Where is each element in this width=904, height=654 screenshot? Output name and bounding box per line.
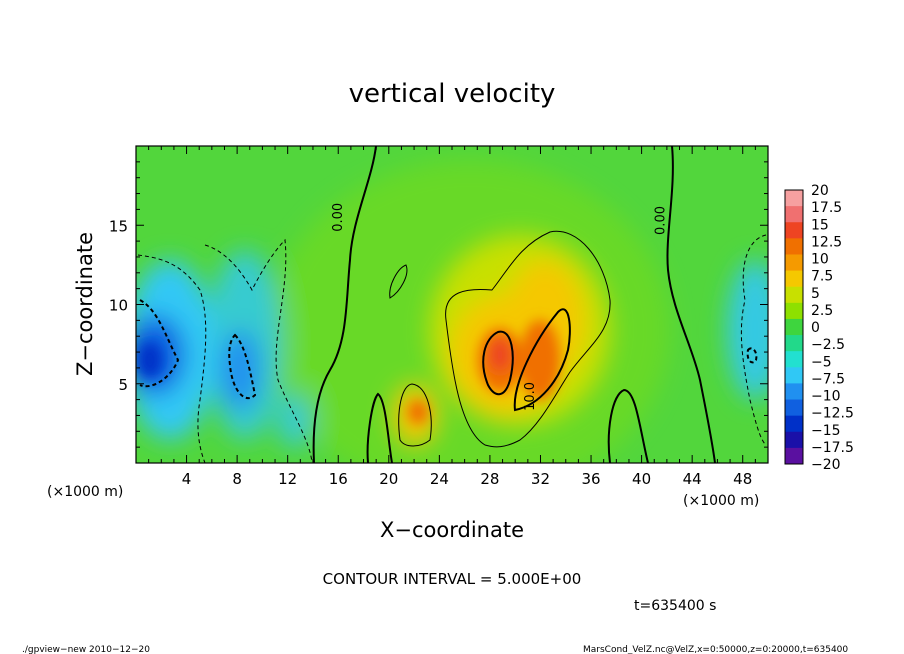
- contour-labels: 0.00 0.00 10.0: [331, 203, 668, 411]
- colorbar-label: 15: [811, 217, 829, 233]
- zero-contour-small-1: [366, 392, 393, 463]
- colorbar-swatch: [785, 399, 803, 417]
- x-tick-label: 32: [531, 470, 550, 488]
- colorbar-frame: [784, 189, 804, 465]
- colorbar-swatch: [785, 318, 803, 336]
- colorbar-label: −2.5: [811, 337, 845, 353]
- colorbar-swatch: [785, 270, 803, 288]
- colorbar-swatch: [785, 254, 803, 272]
- colorbar-swatch: [785, 415, 803, 433]
- footer-left: ./gpview−new 2010−12−20: [22, 645, 150, 654]
- x-tick-label: 40: [632, 470, 651, 488]
- field-shading: [136, 160, 768, 463]
- colorbar-swatch: [785, 383, 803, 401]
- plot-area: [136, 146, 768, 463]
- colorbar-label: 17.5: [811, 200, 842, 216]
- x-axis-label: X−coordinate: [380, 518, 524, 542]
- x-tick-label: 8: [232, 470, 242, 488]
- contour-label: 0.00: [653, 206, 668, 235]
- colorbar-label: 10: [811, 252, 829, 268]
- x-unit-right: (×1000 m): [683, 493, 759, 509]
- x-tick-label: 20: [379, 470, 398, 488]
- contour-10-a: [482, 330, 514, 396]
- x-tick-label: 28: [480, 470, 499, 488]
- colorbar-label: 5: [811, 286, 820, 302]
- contour-neg-10-center: [228, 333, 257, 400]
- colorbar-swatch: [785, 431, 803, 449]
- x-axis: 4 8 12 16 20 24 28 32 36 40 44 48: [148, 146, 756, 488]
- colorbar-swatch: [785, 238, 803, 255]
- contour-5-main: [445, 230, 611, 448]
- colorbar-label: −17.5: [811, 440, 854, 456]
- colorbar-label: 12.5: [811, 234, 842, 250]
- colorbar-label: −5: [811, 354, 832, 370]
- colorbar-label: −12.5: [811, 406, 854, 422]
- colorbar-label: 2.5: [811, 303, 833, 319]
- contour-label: 10.0: [523, 382, 538, 411]
- colorbar-label: −7.5: [811, 371, 845, 387]
- x-tick-label: 48: [733, 470, 752, 488]
- x-tick-label: 12: [278, 470, 297, 488]
- contour-neg-10-right: [746, 347, 758, 364]
- y-axis-label: Z−coordinate: [73, 232, 97, 376]
- x-tick-label: 36: [581, 470, 600, 488]
- chart-title: vertical velocity: [349, 79, 556, 109]
- zero-contour-small-2: [607, 388, 649, 463]
- colorbar-label: 0: [811, 320, 820, 336]
- contour-neg-5-left: [137, 254, 207, 463]
- footer-right: MarsCond_VelZ.nc@VelZ,x=0:50000,z=0:2000…: [583, 645, 848, 654]
- colorbar-label: 7.5: [811, 269, 833, 285]
- contour-neg-5-center: [204, 238, 313, 463]
- contour-lines: [137, 146, 767, 463]
- y-tick-label: 15: [109, 217, 128, 235]
- zero-contour-left: [312, 146, 377, 463]
- contour-label: 0.00: [331, 203, 346, 232]
- y-tick-label: 5: [118, 376, 128, 394]
- y-tick-label: 10: [109, 297, 128, 315]
- contour-5-isolated: [389, 264, 408, 299]
- zero-contour-right: [666, 146, 716, 463]
- contour-interval: CONTOUR INTERVAL = 5.000E+00: [323, 570, 582, 588]
- colorbar-swatch: [785, 351, 803, 368]
- x-tick-label: 24: [430, 470, 449, 488]
- colorbar-label: −15: [811, 423, 841, 439]
- contour-10-b: [513, 308, 571, 412]
- contour-neg-10-left: [139, 299, 180, 388]
- colorbar-swatch: [785, 335, 803, 352]
- colorbar-swatch: [785, 286, 803, 304]
- x-unit-left: (×1000 m): [47, 484, 123, 500]
- x-tick-label: 4: [182, 470, 192, 488]
- time-label: t=635400 s: [634, 598, 716, 614]
- colorbar-swatch: [785, 190, 803, 207]
- colorbar-swatch: [785, 222, 803, 239]
- colorbar-swatch: [785, 206, 803, 223]
- colorbar-label: −10: [811, 389, 841, 405]
- x-tick-label: 44: [683, 470, 702, 488]
- colorbar-label: 20: [811, 183, 829, 199]
- colorbar-label: −20: [811, 457, 841, 473]
- x-tick-label: 16: [329, 470, 348, 488]
- colorbar-swatch: [785, 447, 803, 465]
- contour-neg-5-right: [740, 234, 767, 446]
- colorbar-swatch: [785, 302, 803, 320]
- contour-5-small: [398, 383, 432, 447]
- y-axis: 5 10 15: [109, 161, 768, 448]
- colorbar-swatch: [785, 367, 803, 384]
